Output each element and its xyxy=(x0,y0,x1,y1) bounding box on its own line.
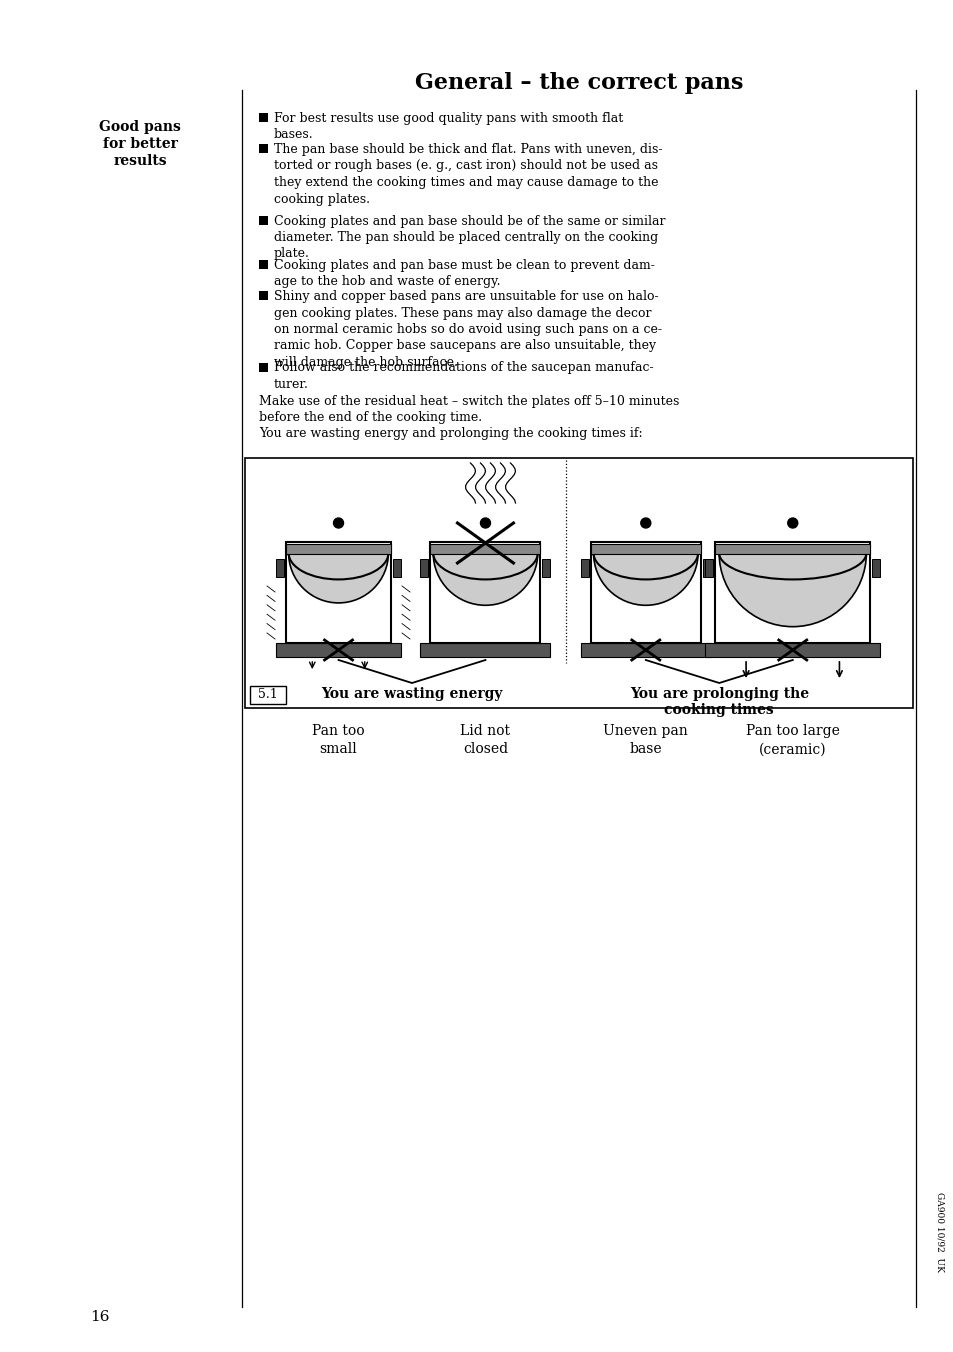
Text: Pan too
small: Pan too small xyxy=(312,725,364,756)
Bar xyxy=(258,260,268,269)
Text: The pan base should be thick and flat. Pans with uneven, dis-
torted or rough ba: The pan base should be thick and flat. P… xyxy=(274,143,661,206)
Bar xyxy=(590,545,700,554)
Text: results: results xyxy=(113,154,167,168)
Text: Good pans: Good pans xyxy=(99,120,181,134)
Bar xyxy=(275,644,400,657)
Circle shape xyxy=(640,518,650,529)
Circle shape xyxy=(334,518,343,529)
Bar xyxy=(420,644,550,657)
Bar xyxy=(702,560,710,577)
Bar xyxy=(430,545,540,554)
Bar xyxy=(286,545,391,554)
Bar xyxy=(245,458,912,708)
Text: Cooking plates and pan base should be of the same or similar
diameter. The pan s: Cooking plates and pan base should be of… xyxy=(274,215,665,261)
Text: Uneven pan
base: Uneven pan base xyxy=(603,725,687,756)
Circle shape xyxy=(787,518,797,529)
Bar xyxy=(430,542,540,644)
Bar xyxy=(542,560,550,577)
Text: You are prolonging the
cooking times: You are prolonging the cooking times xyxy=(629,687,808,717)
Text: Make use of the residual heat – switch the plates off 5–10 minutes
before the en: Make use of the residual heat – switch t… xyxy=(258,395,679,425)
Text: General – the correct pans: General – the correct pans xyxy=(415,72,742,95)
Text: Pan too large
(ceramic): Pan too large (ceramic) xyxy=(745,725,839,756)
Text: 5.1: 5.1 xyxy=(258,688,277,702)
Bar xyxy=(715,542,869,644)
Wedge shape xyxy=(719,553,865,627)
Text: For best results use good quality pans with smooth flat
bases.: For best results use good quality pans w… xyxy=(274,112,622,142)
Text: Lid not
closed: Lid not closed xyxy=(460,725,510,756)
Wedge shape xyxy=(433,553,537,606)
Circle shape xyxy=(480,518,490,529)
Bar xyxy=(580,644,710,657)
Bar xyxy=(590,542,700,644)
Text: for better: for better xyxy=(103,137,177,151)
Text: Cooking plates and pan base must be clean to prevent dam-
age to the hob and was: Cooking plates and pan base must be clea… xyxy=(274,260,654,288)
Text: Shiny and copper based pans are unsuitable for use on halo-
gen cooking plates. : Shiny and copper based pans are unsuitab… xyxy=(274,289,661,369)
Bar xyxy=(250,685,286,704)
Bar xyxy=(258,114,268,122)
Bar xyxy=(871,560,880,577)
Bar xyxy=(704,644,880,657)
Wedge shape xyxy=(593,553,698,606)
Bar xyxy=(258,145,268,153)
Text: Follow also the recommendations of the saucepan manufac-
turer.: Follow also the recommendations of the s… xyxy=(274,361,653,391)
Bar xyxy=(275,560,284,577)
Wedge shape xyxy=(289,553,388,603)
Text: You are wasting energy: You are wasting energy xyxy=(321,687,502,700)
Bar xyxy=(420,560,428,577)
Bar xyxy=(704,560,713,577)
Bar xyxy=(580,560,588,577)
Bar xyxy=(393,560,400,577)
Bar xyxy=(258,215,268,224)
Bar xyxy=(286,542,391,644)
Text: 16: 16 xyxy=(91,1310,110,1324)
Text: You are wasting energy and prolonging the cooking times if:: You are wasting energy and prolonging th… xyxy=(258,426,642,439)
Bar xyxy=(258,291,268,300)
Bar xyxy=(715,545,869,554)
Bar xyxy=(258,362,268,372)
Text: GA900 10/92  UK: GA900 10/92 UK xyxy=(935,1192,943,1272)
